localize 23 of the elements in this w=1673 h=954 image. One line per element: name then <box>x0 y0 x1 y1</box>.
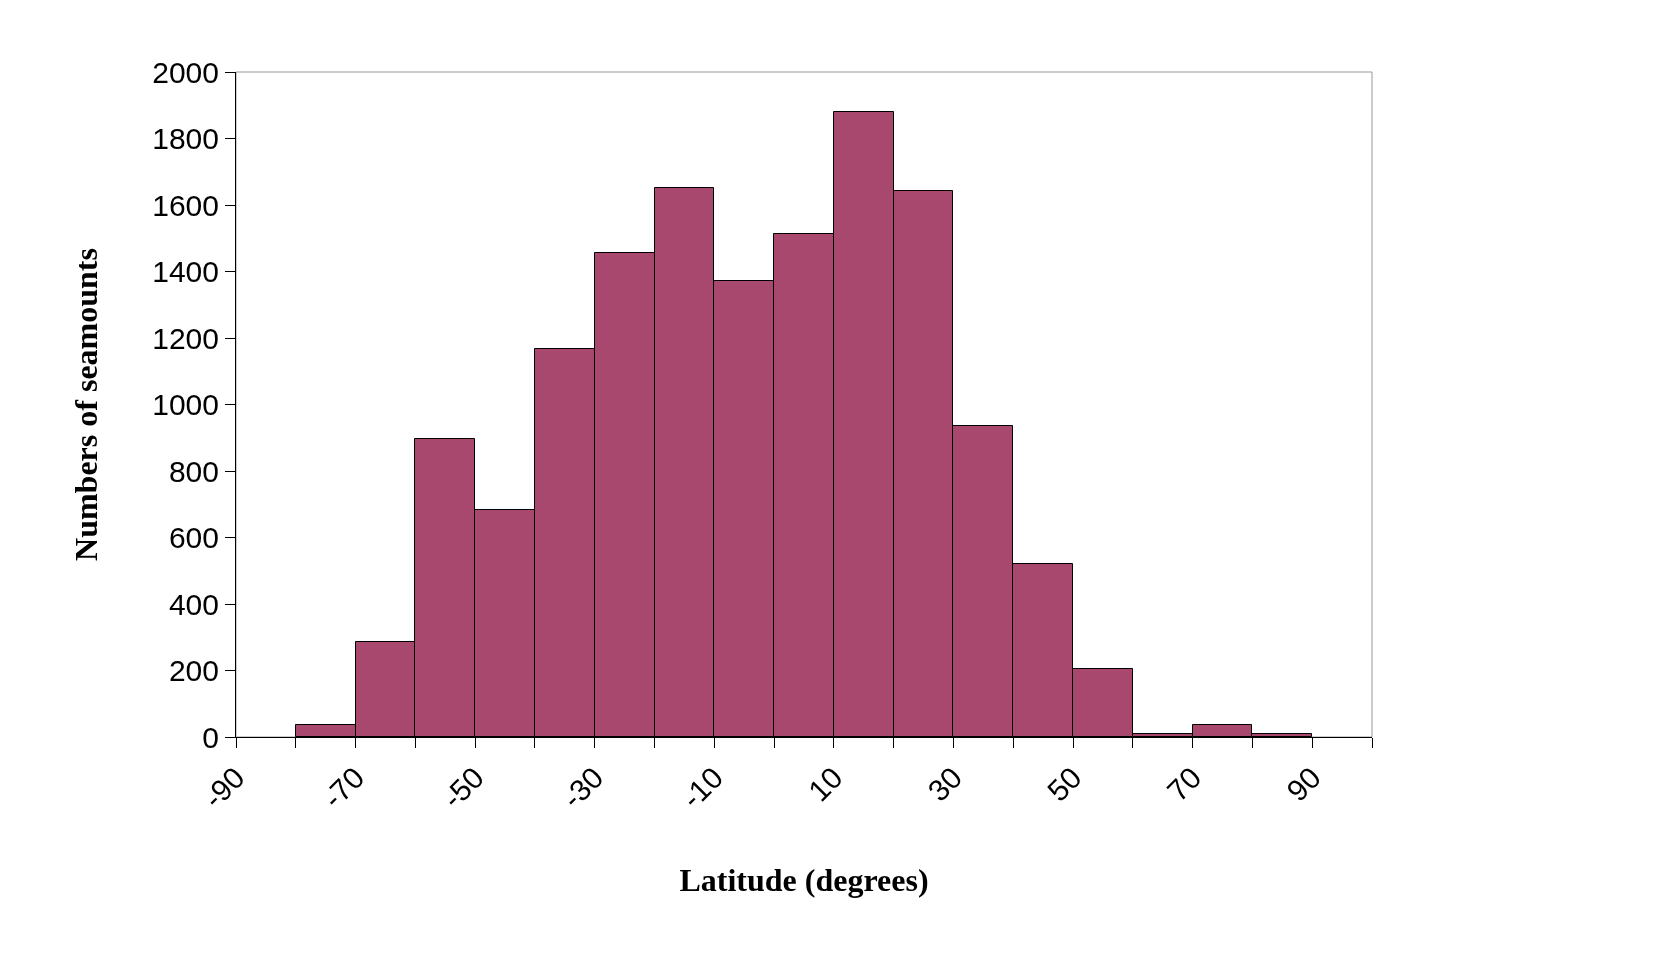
y-tick-label: 800 <box>168 454 219 488</box>
x-tick-label: -10 <box>675 760 730 815</box>
x-tick-label: -50 <box>436 760 491 815</box>
y-tick-label: 200 <box>168 654 219 687</box>
y-tick-label: 600 <box>168 521 219 554</box>
x-tick-label: 30 <box>921 760 969 808</box>
y-tick-label: 1000 <box>152 388 219 421</box>
y-axis-title: Numbers of seamounts <box>67 248 104 561</box>
y-tick-label: 2000 <box>152 55 219 89</box>
x-tick-label: -90 <box>196 760 251 815</box>
y-tick-label: 1200 <box>152 321 219 355</box>
y-tick-label: 0 <box>202 720 219 754</box>
x-tick-label: 50 <box>1040 760 1088 808</box>
y-tick-label: 1400 <box>152 255 219 288</box>
x-axis-title: Latitude (degrees) <box>679 862 929 899</box>
x-tick-label: -70 <box>316 760 371 815</box>
x-tick-label: 70 <box>1160 760 1208 808</box>
x-tick-label: -30 <box>555 760 610 815</box>
x-tick-label: 10 <box>801 760 849 808</box>
x-tick-label: 90 <box>1280 760 1328 808</box>
y-tick-label: 1600 <box>152 188 219 222</box>
y-tick-label: 400 <box>168 587 219 621</box>
y-tick-label: 1800 <box>152 122 219 155</box>
